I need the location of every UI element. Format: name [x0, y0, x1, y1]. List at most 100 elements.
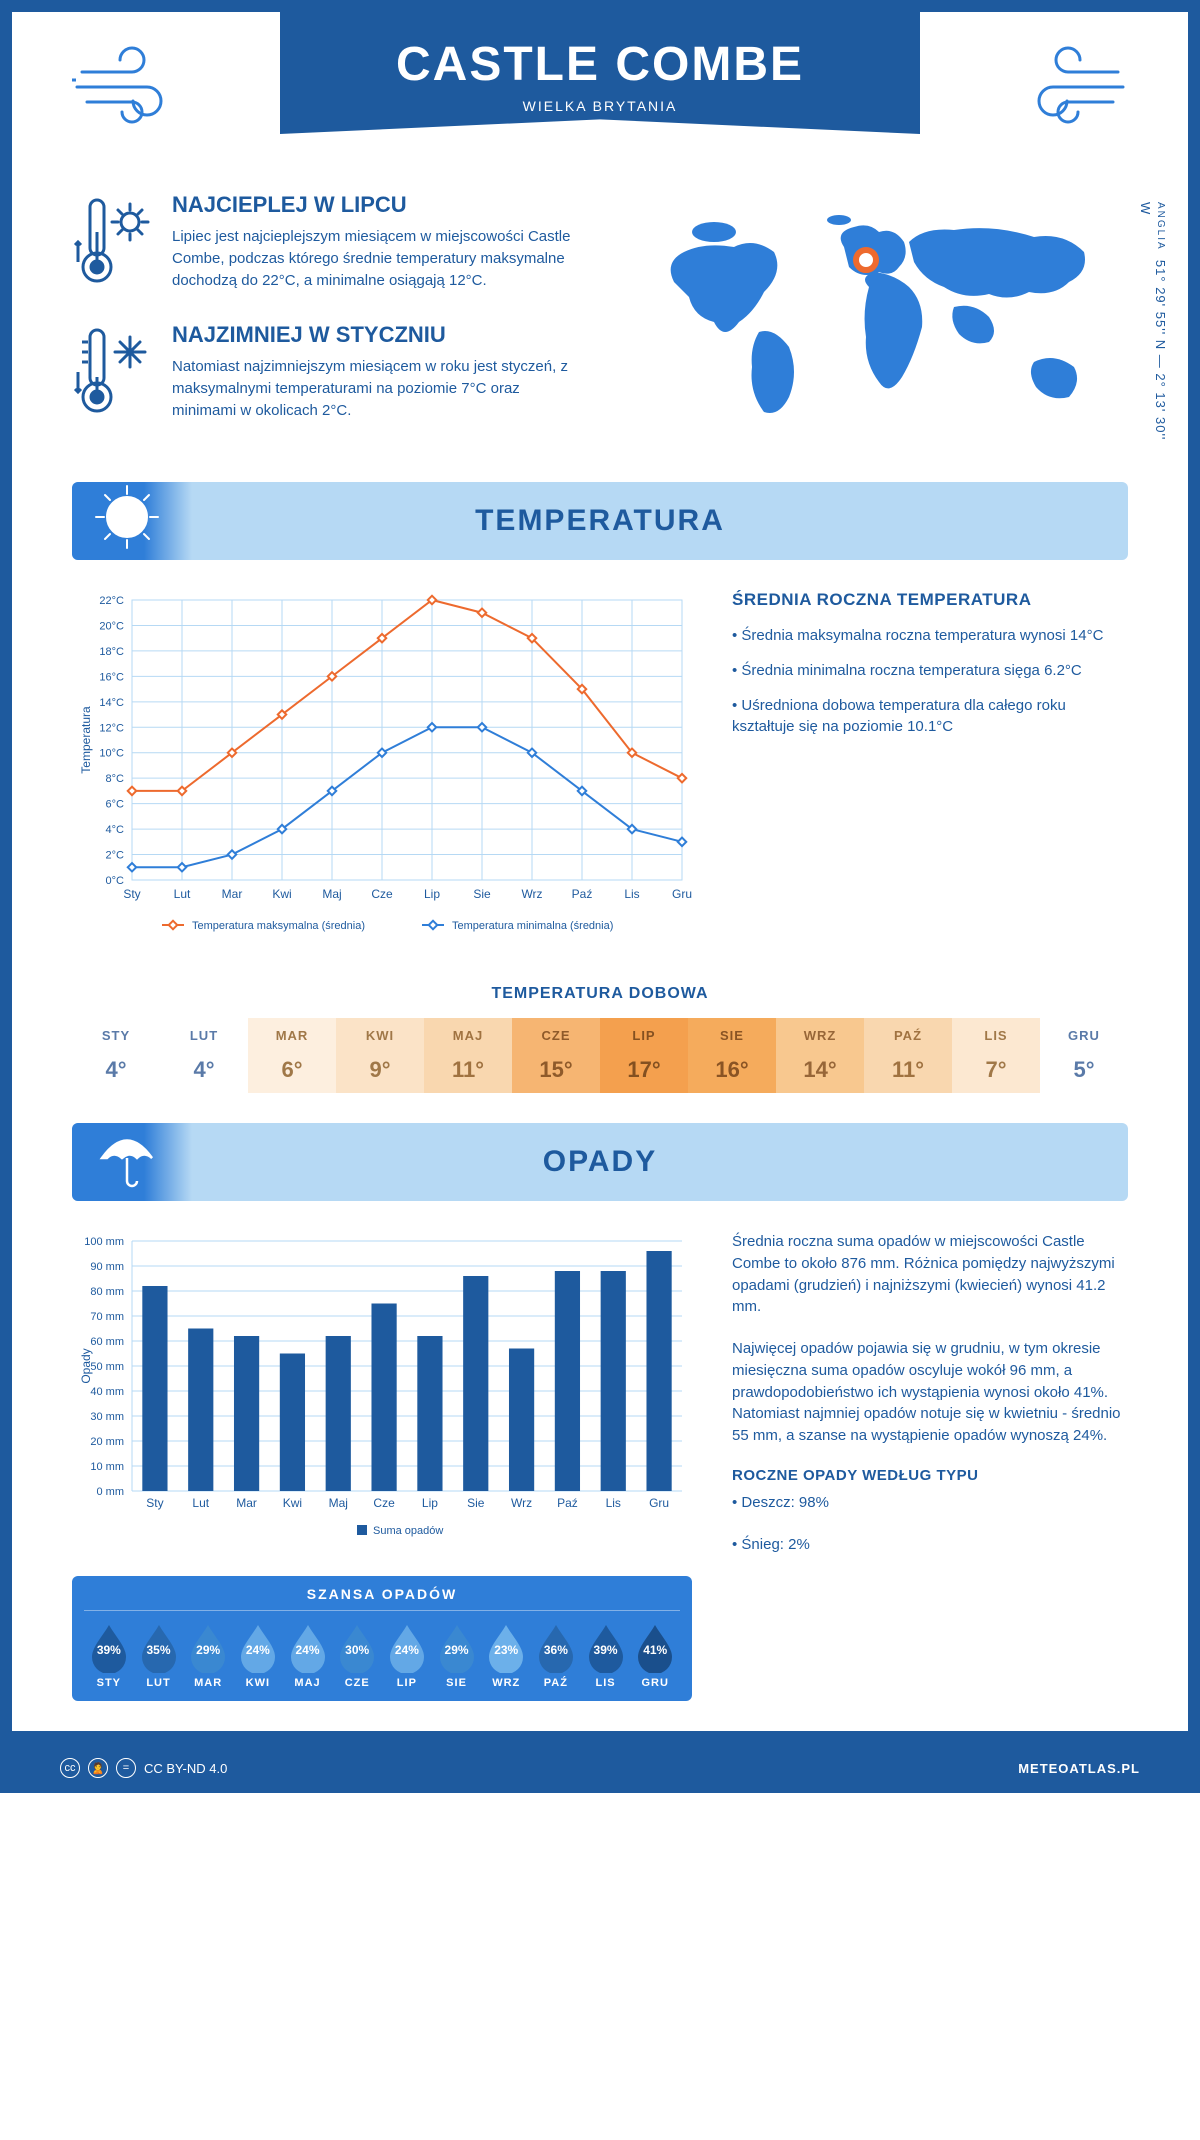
license-text: CC BY-ND 4.0	[144, 1761, 227, 1776]
header: CASTLE COMBE WIELKA BRYTANIA	[72, 12, 1128, 212]
by-icon: 🙎	[88, 1758, 108, 1778]
chance-cell: 39%STY	[84, 1621, 134, 1689]
daily-cell: LIS7°	[952, 1018, 1040, 1093]
daily-cell: CZE15°	[512, 1018, 600, 1093]
chance-cell: 24%MAJ	[283, 1621, 333, 1689]
svg-text:0 mm: 0 mm	[97, 1486, 125, 1498]
header-banner: CASTLE COMBE WIELKA BRYTANIA	[280, 12, 920, 134]
svg-text:Kwi: Kwi	[272, 887, 291, 901]
svg-text:Suma opadów: Suma opadów	[373, 1525, 443, 1537]
svg-text:Mar: Mar	[222, 887, 243, 901]
svg-text:Temperatura minimalna (średnia: Temperatura minimalna (średnia)	[452, 920, 613, 932]
page-title: CASTLE COMBE	[280, 37, 920, 92]
svg-text:Paź: Paź	[557, 1496, 578, 1510]
chance-cell: 29%MAR	[183, 1621, 233, 1689]
warmest-text: Lipiec jest najcieplejszym miesiącem w m…	[172, 226, 580, 291]
site-name: METEOATLAS.PL	[1018, 1761, 1140, 1776]
daily-cell: MAR6°	[248, 1018, 336, 1093]
svg-text:Gru: Gru	[649, 1496, 669, 1510]
chance-cell: 30%CZE	[332, 1621, 382, 1689]
svg-text:Lis: Lis	[624, 887, 639, 901]
world-map: ANGLIA 51° 29' 55'' N — 2° 13' 30'' W	[620, 192, 1128, 452]
thermometer-snow-icon	[72, 322, 152, 427]
daily-cell: STY4°	[72, 1018, 160, 1093]
precip-text: Najwięcej opadów pojawia się w grudniu, …	[732, 1338, 1128, 1447]
svg-text:Gru: Gru	[672, 887, 692, 901]
precip-type-line: • Śnieg: 2%	[732, 1534, 1128, 1556]
precipitation-chart: 0 mm10 mm20 mm30 mm40 mm50 mm60 mm70 mm8…	[72, 1231, 692, 1551]
license: cc 🙎 = CC BY-ND 4.0	[60, 1758, 227, 1778]
coldest-text: Natomiast najzimniejszym miesiącem w rok…	[172, 356, 580, 421]
umbrella-icon	[92, 1123, 162, 1201]
chance-cell: 36%PAŹ	[531, 1621, 581, 1689]
precip-type-line: • Deszcz: 98%	[732, 1492, 1128, 1514]
precip-text: Średnia roczna suma opadów w miejscowośc…	[732, 1231, 1128, 1318]
chance-cell: 35%LUT	[134, 1621, 184, 1689]
daily-cell: SIE16°	[688, 1018, 776, 1093]
svg-text:Maj: Maj	[322, 887, 341, 901]
coldest-title: NAJZIMNIEJ W STYCZNIU	[172, 322, 580, 348]
temperature-info: ŚREDNIA ROCZNA TEMPERATURA • Średnia mak…	[732, 590, 1128, 955]
svg-text:30 mm: 30 mm	[90, 1411, 124, 1423]
svg-text:18°C: 18°C	[99, 646, 124, 658]
svg-text:4°C: 4°C	[106, 824, 125, 836]
svg-text:0°C: 0°C	[106, 875, 125, 887]
svg-text:Lip: Lip	[422, 1496, 438, 1510]
svg-text:Paź: Paź	[572, 887, 593, 901]
chance-cell: 39%LIS	[581, 1621, 631, 1689]
svg-text:80 mm: 80 mm	[90, 1286, 124, 1298]
daily-cell: GRU5°	[1040, 1018, 1128, 1093]
sun-icon	[92, 482, 162, 560]
wind-icon	[72, 42, 192, 137]
svg-text:14°C: 14°C	[99, 697, 124, 709]
daily-temp-title: TEMPERATURA DOBOWA	[72, 985, 1128, 1003]
temp-info-bullet: • Średnia minimalna roczna temperatura s…	[732, 660, 1128, 681]
svg-text:20 mm: 20 mm	[90, 1436, 124, 1448]
chance-cell: 29%SIE	[432, 1621, 482, 1689]
svg-text:Wrz: Wrz	[521, 887, 542, 901]
chance-title: SZANSA OPADÓW	[84, 1586, 680, 1611]
temperature-section-banner: TEMPERATURA	[72, 482, 1128, 560]
precipitation-section-banner: OPADY	[72, 1123, 1128, 1201]
coldest-block: NAJZIMNIEJ W STYCZNIU Natomiast najzimni…	[72, 322, 580, 427]
daily-cell: LIP17°	[600, 1018, 688, 1093]
chance-cell: 41%GRU	[630, 1621, 680, 1689]
svg-text:20°C: 20°C	[99, 620, 124, 632]
svg-text:Maj: Maj	[329, 1496, 348, 1510]
daily-cell: PAŹ11°	[864, 1018, 952, 1093]
svg-text:Wrz: Wrz	[511, 1496, 532, 1510]
svg-text:70 mm: 70 mm	[90, 1311, 124, 1323]
svg-text:16°C: 16°C	[99, 671, 124, 683]
svg-text:Cze: Cze	[371, 887, 393, 901]
wind-icon	[1008, 42, 1128, 137]
coordinates: ANGLIA 51° 29' 55'' N — 2° 13' 30'' W	[1138, 202, 1168, 452]
svg-text:40 mm: 40 mm	[90, 1386, 124, 1398]
daily-cell: LUT4°	[160, 1018, 248, 1093]
svg-text:100 mm: 100 mm	[84, 1236, 124, 1248]
svg-text:Temperatura: Temperatura	[79, 706, 93, 774]
svg-text:10°C: 10°C	[99, 748, 124, 760]
svg-text:Temperatura maksymalna (średni: Temperatura maksymalna (średnia)	[192, 920, 365, 932]
svg-text:Sie: Sie	[467, 1496, 485, 1510]
svg-text:2°C: 2°C	[106, 850, 125, 862]
daily-cell: KWI9°	[336, 1018, 424, 1093]
svg-text:Sty: Sty	[146, 1496, 163, 1510]
temp-info-heading: ŚREDNIA ROCZNA TEMPERATURA	[732, 590, 1128, 610]
chance-cell: 23%WRZ	[481, 1621, 531, 1689]
temp-info-bullet: • Uśredniona dobowa temperatura dla całe…	[732, 695, 1128, 737]
nd-icon: =	[116, 1758, 136, 1778]
svg-text:22°C: 22°C	[99, 595, 124, 607]
svg-text:6°C: 6°C	[106, 799, 125, 811]
chance-cell: 24%KWI	[233, 1621, 283, 1689]
section-title: OPADY	[543, 1145, 657, 1178]
precipitation-info: Średnia roczna suma opadów w miejscowośc…	[732, 1231, 1128, 1701]
svg-text:60 mm: 60 mm	[90, 1336, 124, 1348]
svg-text:Cze: Cze	[373, 1496, 395, 1510]
svg-text:Sie: Sie	[473, 887, 491, 901]
daily-temp-table: STY4°LUT4°MAR6°KWI9°MAJ11°CZE15°LIP17°SI…	[72, 1018, 1128, 1093]
svg-text:90 mm: 90 mm	[90, 1261, 124, 1273]
cc-icon: cc	[60, 1758, 80, 1778]
svg-text:50 mm: 50 mm	[90, 1361, 124, 1373]
svg-text:Mar: Mar	[236, 1496, 257, 1510]
svg-text:Lut: Lut	[174, 887, 191, 901]
